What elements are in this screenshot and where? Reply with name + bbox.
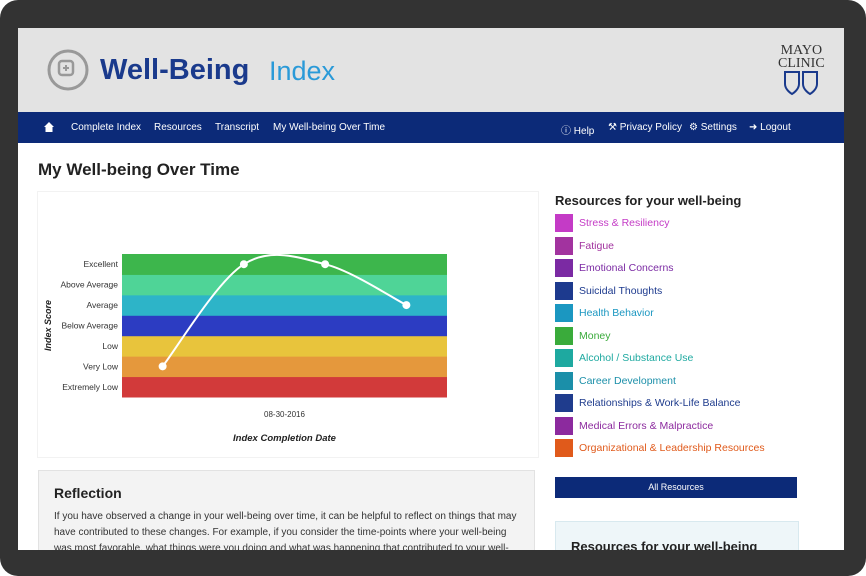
brand-subtitle: Index bbox=[269, 56, 336, 86]
nav-link[interactable]: ⚒ Privacy Policy bbox=[608, 122, 682, 133]
resource-icon bbox=[555, 416, 573, 435]
resource-icon bbox=[555, 281, 573, 300]
nav-link[interactable]: ⚙ Settings bbox=[689, 122, 737, 133]
logo-icon bbox=[47, 49, 89, 91]
resource-link[interactable]: Medical Errors & Malpractice bbox=[555, 416, 713, 435]
resource-link[interactable]: Relationships & Work-Life Balance bbox=[555, 394, 740, 412]
resource-link[interactable]: Alcohol / Substance Use bbox=[555, 349, 693, 367]
resource-link[interactable]: Emotional Concerns bbox=[555, 259, 674, 277]
y-tick-label: Below Average bbox=[61, 321, 118, 331]
shield-icon bbox=[784, 71, 819, 96]
score-line bbox=[161, 253, 407, 367]
nav-text[interactable]: Privacy Policy bbox=[619, 122, 682, 133]
x-tick-label: 08-30-2016 bbox=[264, 410, 305, 419]
resource-icon bbox=[555, 371, 573, 390]
resource-link[interactable]: Suicidal Thoughts bbox=[555, 281, 662, 300]
y-tick-label: Extremely Low bbox=[62, 382, 119, 392]
resource-link[interactable]: Stress & Resiliency bbox=[555, 214, 669, 232]
all-resources-button[interactable]: All Resources bbox=[555, 477, 797, 498]
page-title: My Well-being Over Time bbox=[38, 160, 240, 179]
score-band bbox=[122, 356, 447, 378]
nav-link[interactable]: ➜ Logout bbox=[749, 122, 791, 133]
resources-box-title: Resources for your well-being bbox=[571, 539, 758, 550]
resource-link[interactable]: Health Behavior bbox=[555, 304, 654, 322]
score-point bbox=[158, 362, 167, 371]
y-tick-label: Average bbox=[86, 300, 118, 310]
y-axis-title: Index Score bbox=[43, 300, 53, 351]
screen: Well-Being Index MAYO CLINIC Complete In… bbox=[18, 28, 844, 550]
mayo-logo: MAYO CLINIC bbox=[778, 44, 825, 101]
resource-link[interactable]: Money bbox=[555, 326, 611, 345]
nav-text[interactable]: Help bbox=[573, 126, 595, 137]
resource-icon bbox=[555, 236, 573, 255]
score-band bbox=[122, 335, 447, 357]
score-band bbox=[122, 315, 447, 337]
resource-link[interactable]: Fatigue bbox=[555, 236, 614, 255]
nav-link[interactable]: Complete Index bbox=[71, 122, 142, 133]
brand-line: MAYO bbox=[780, 43, 823, 58]
nav-text[interactable]: Logout bbox=[760, 122, 791, 133]
resource-icon bbox=[555, 259, 573, 277]
score-band bbox=[122, 254, 447, 275]
nav-link[interactable]: Resources bbox=[154, 122, 202, 133]
y-tick-label: Very Low bbox=[83, 361, 119, 371]
resource-icon bbox=[555, 439, 573, 457]
resource-link[interactable]: Organizational & Leadership Resources bbox=[555, 439, 765, 457]
nav-link[interactable]: Transcript bbox=[215, 122, 260, 133]
home-icon[interactable] bbox=[44, 122, 54, 132]
resource-icon bbox=[555, 349, 573, 367]
resources-title: Resources for your well-being bbox=[555, 193, 742, 208]
nav-bar: Complete Index Resources Transcript My W… bbox=[18, 112, 844, 143]
chart: Extremely Low Very Low Low Below Average Ave… bbox=[37, 191, 539, 458]
score-point bbox=[402, 301, 411, 310]
brand-title: Well-Being bbox=[100, 54, 250, 86]
score-band bbox=[122, 294, 447, 316]
nav-link[interactable]: My Well-being Over Time bbox=[273, 122, 386, 133]
resource-icon bbox=[555, 214, 573, 232]
brand-line: CLINIC bbox=[778, 56, 825, 71]
reflection-text: If you have observed a change in your we… bbox=[54, 511, 517, 550]
resource-link[interactable]: Career Development bbox=[555, 371, 676, 390]
score-point bbox=[239, 260, 248, 269]
y-tick-label: Above Average bbox=[61, 280, 119, 290]
resource-icon bbox=[555, 304, 573, 322]
nav-text[interactable]: Settings bbox=[700, 122, 737, 133]
y-tick-label: Low bbox=[102, 341, 118, 351]
resource-icon bbox=[555, 394, 573, 412]
score-band bbox=[122, 376, 447, 398]
reflection-title: Reflection bbox=[54, 485, 122, 501]
nav-link[interactable]: ⓘ Help bbox=[561, 126, 595, 137]
score-point bbox=[321, 260, 330, 269]
header: Well-Being Index MAYO CLINIC bbox=[18, 28, 844, 112]
resource-icon bbox=[555, 326, 573, 345]
score-band bbox=[122, 274, 447, 296]
x-axis-title: Index Completion Date bbox=[233, 433, 337, 444]
resources-box: Resources for your well-being bbox=[555, 521, 799, 550]
y-tick-label: Excellent bbox=[84, 259, 119, 269]
reflection-panel: Reflection If you have observed a change… bbox=[38, 470, 535, 550]
